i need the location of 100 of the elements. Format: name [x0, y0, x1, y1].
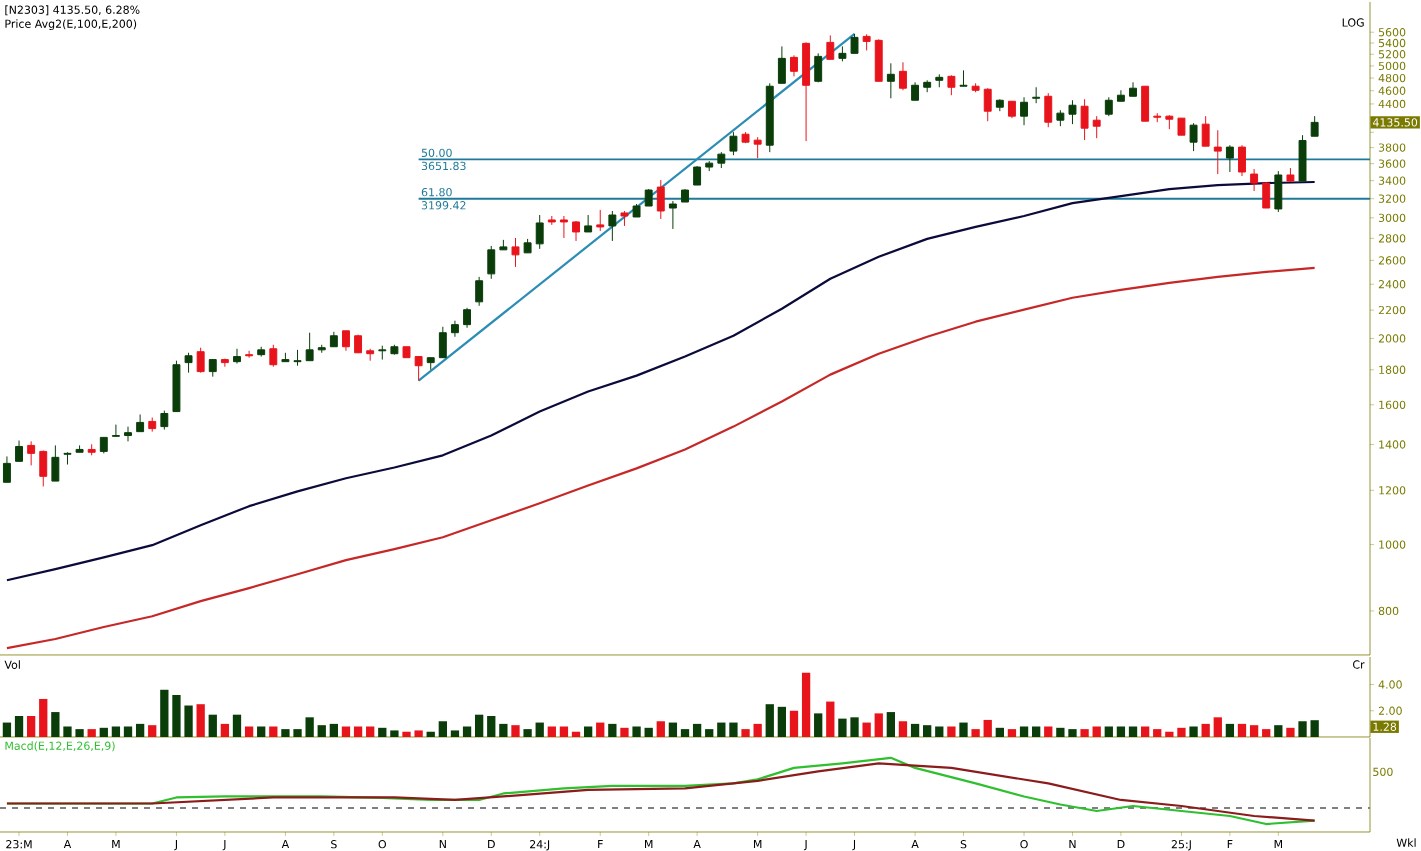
- candlestick: [1238, 144, 1246, 177]
- candlestick: [1141, 85, 1150, 122]
- candlestick: [850, 33, 859, 54]
- bar: [1056, 727, 1065, 737]
- candlestick: [426, 357, 435, 371]
- x-tick-label: O: [378, 840, 387, 849]
- candlestick: [717, 151, 726, 169]
- y-tick-label: 3400: [1378, 176, 1406, 185]
- candlestick: [1189, 122, 1198, 152]
- x-tick-label: D: [1117, 840, 1125, 849]
- bar: [1080, 729, 1089, 737]
- y-tick-label: 2800: [1378, 234, 1406, 243]
- text: Price Avg2(E,100,E,200): [5, 19, 137, 31]
- candlestick: [923, 79, 932, 93]
- bar: [1044, 726, 1053, 737]
- candlestick: [681, 188, 689, 203]
- candlestick: [1129, 81, 1137, 97]
- candlestick: [511, 237, 520, 268]
- candlestick: [257, 346, 266, 358]
- bar: [753, 723, 762, 737]
- bar: [426, 731, 435, 737]
- annotation: Cr: [1353, 660, 1365, 669]
- candlestick: [1298, 134, 1307, 182]
- bar: [39, 698, 48, 737]
- candlestick: [995, 98, 1004, 112]
- candlestick: [959, 69, 968, 87]
- bar: [1128, 726, 1138, 737]
- bar: [765, 704, 774, 737]
- annotation: 61.80: [421, 187, 452, 197]
- bar: [935, 726, 944, 737]
- candlestick: [124, 426, 132, 442]
- bar: [305, 717, 314, 737]
- candlestick: [1080, 98, 1089, 141]
- candlestick: [935, 73, 944, 88]
- bar: [1225, 723, 1235, 737]
- candlestick: [1068, 99, 1077, 125]
- bar: [680, 729, 690, 737]
- candlestick: [184, 352, 193, 374]
- y-tick-label: 3600: [1378, 159, 1406, 168]
- candlestick: [475, 276, 484, 307]
- bar: [353, 726, 363, 737]
- bar: [148, 725, 157, 737]
- candlestick: [535, 214, 544, 250]
- x-tick-label: 24:J: [530, 840, 550, 851]
- bar: [959, 722, 968, 737]
- candlestick: [1020, 96, 1028, 126]
- text: Wkl: [1396, 838, 1416, 847]
- y-tick-label: 3200: [1378, 194, 1406, 203]
- x-tick-label: F: [1227, 840, 1233, 849]
- ref-line-label: 3199.42: [421, 201, 466, 210]
- bar: [523, 729, 532, 737]
- bar: [390, 730, 399, 737]
- bar: [789, 710, 799, 737]
- candlestick: [317, 344, 326, 354]
- bar: [450, 730, 460, 737]
- bar: [850, 717, 859, 737]
- candlestick: [148, 417, 157, 433]
- candlestick: [1213, 129, 1222, 175]
- candlestick: [668, 200, 677, 230]
- candlestick: [1201, 115, 1210, 147]
- candlestick: [1225, 144, 1234, 173]
- candlestick: [487, 245, 496, 280]
- bar: [281, 729, 290, 737]
- candlestick: [572, 220, 580, 242]
- candlestick: [523, 238, 532, 254]
- bar: [559, 726, 569, 737]
- bar: [1237, 723, 1247, 737]
- x-tick-label: A: [63, 840, 72, 849]
- candlestick: [15, 440, 23, 462]
- bar: [75, 729, 84, 737]
- candlestick: [777, 45, 786, 84]
- x-tick-label: A: [911, 840, 919, 849]
- y-tick-label: 3800: [1378, 143, 1406, 152]
- x-tick-label: N: [439, 840, 446, 849]
- candlestick: [656, 179, 665, 220]
- bar: [63, 726, 72, 737]
- bar: [196, 704, 205, 737]
- bar: [1019, 726, 1029, 737]
- bar: [777, 706, 787, 737]
- x-tick-label: 25:J: [1171, 840, 1191, 851]
- candlestick: [705, 160, 714, 172]
- bar: [378, 727, 387, 737]
- y-tick-label: 5600: [1378, 28, 1406, 37]
- bar: [220, 723, 230, 737]
- candlestick: [753, 136, 762, 159]
- candlestick: [1153, 112, 1162, 123]
- candlestick: [414, 356, 423, 382]
- candlestick: [1286, 167, 1295, 183]
- candlestick: [790, 54, 798, 77]
- candlestick: [1165, 114, 1174, 130]
- bar: [14, 716, 24, 737]
- candlestick: [136, 413, 145, 433]
- candlestick: [826, 34, 835, 60]
- y-tick-label: 1600: [1379, 400, 1406, 409]
- bar: [923, 725, 932, 737]
- bar: [26, 716, 36, 737]
- candlestick: [874, 38, 883, 82]
- bar: [644, 727, 653, 737]
- x-tick-label: 23:M: [6, 840, 32, 849]
- candlestick: [584, 214, 593, 233]
